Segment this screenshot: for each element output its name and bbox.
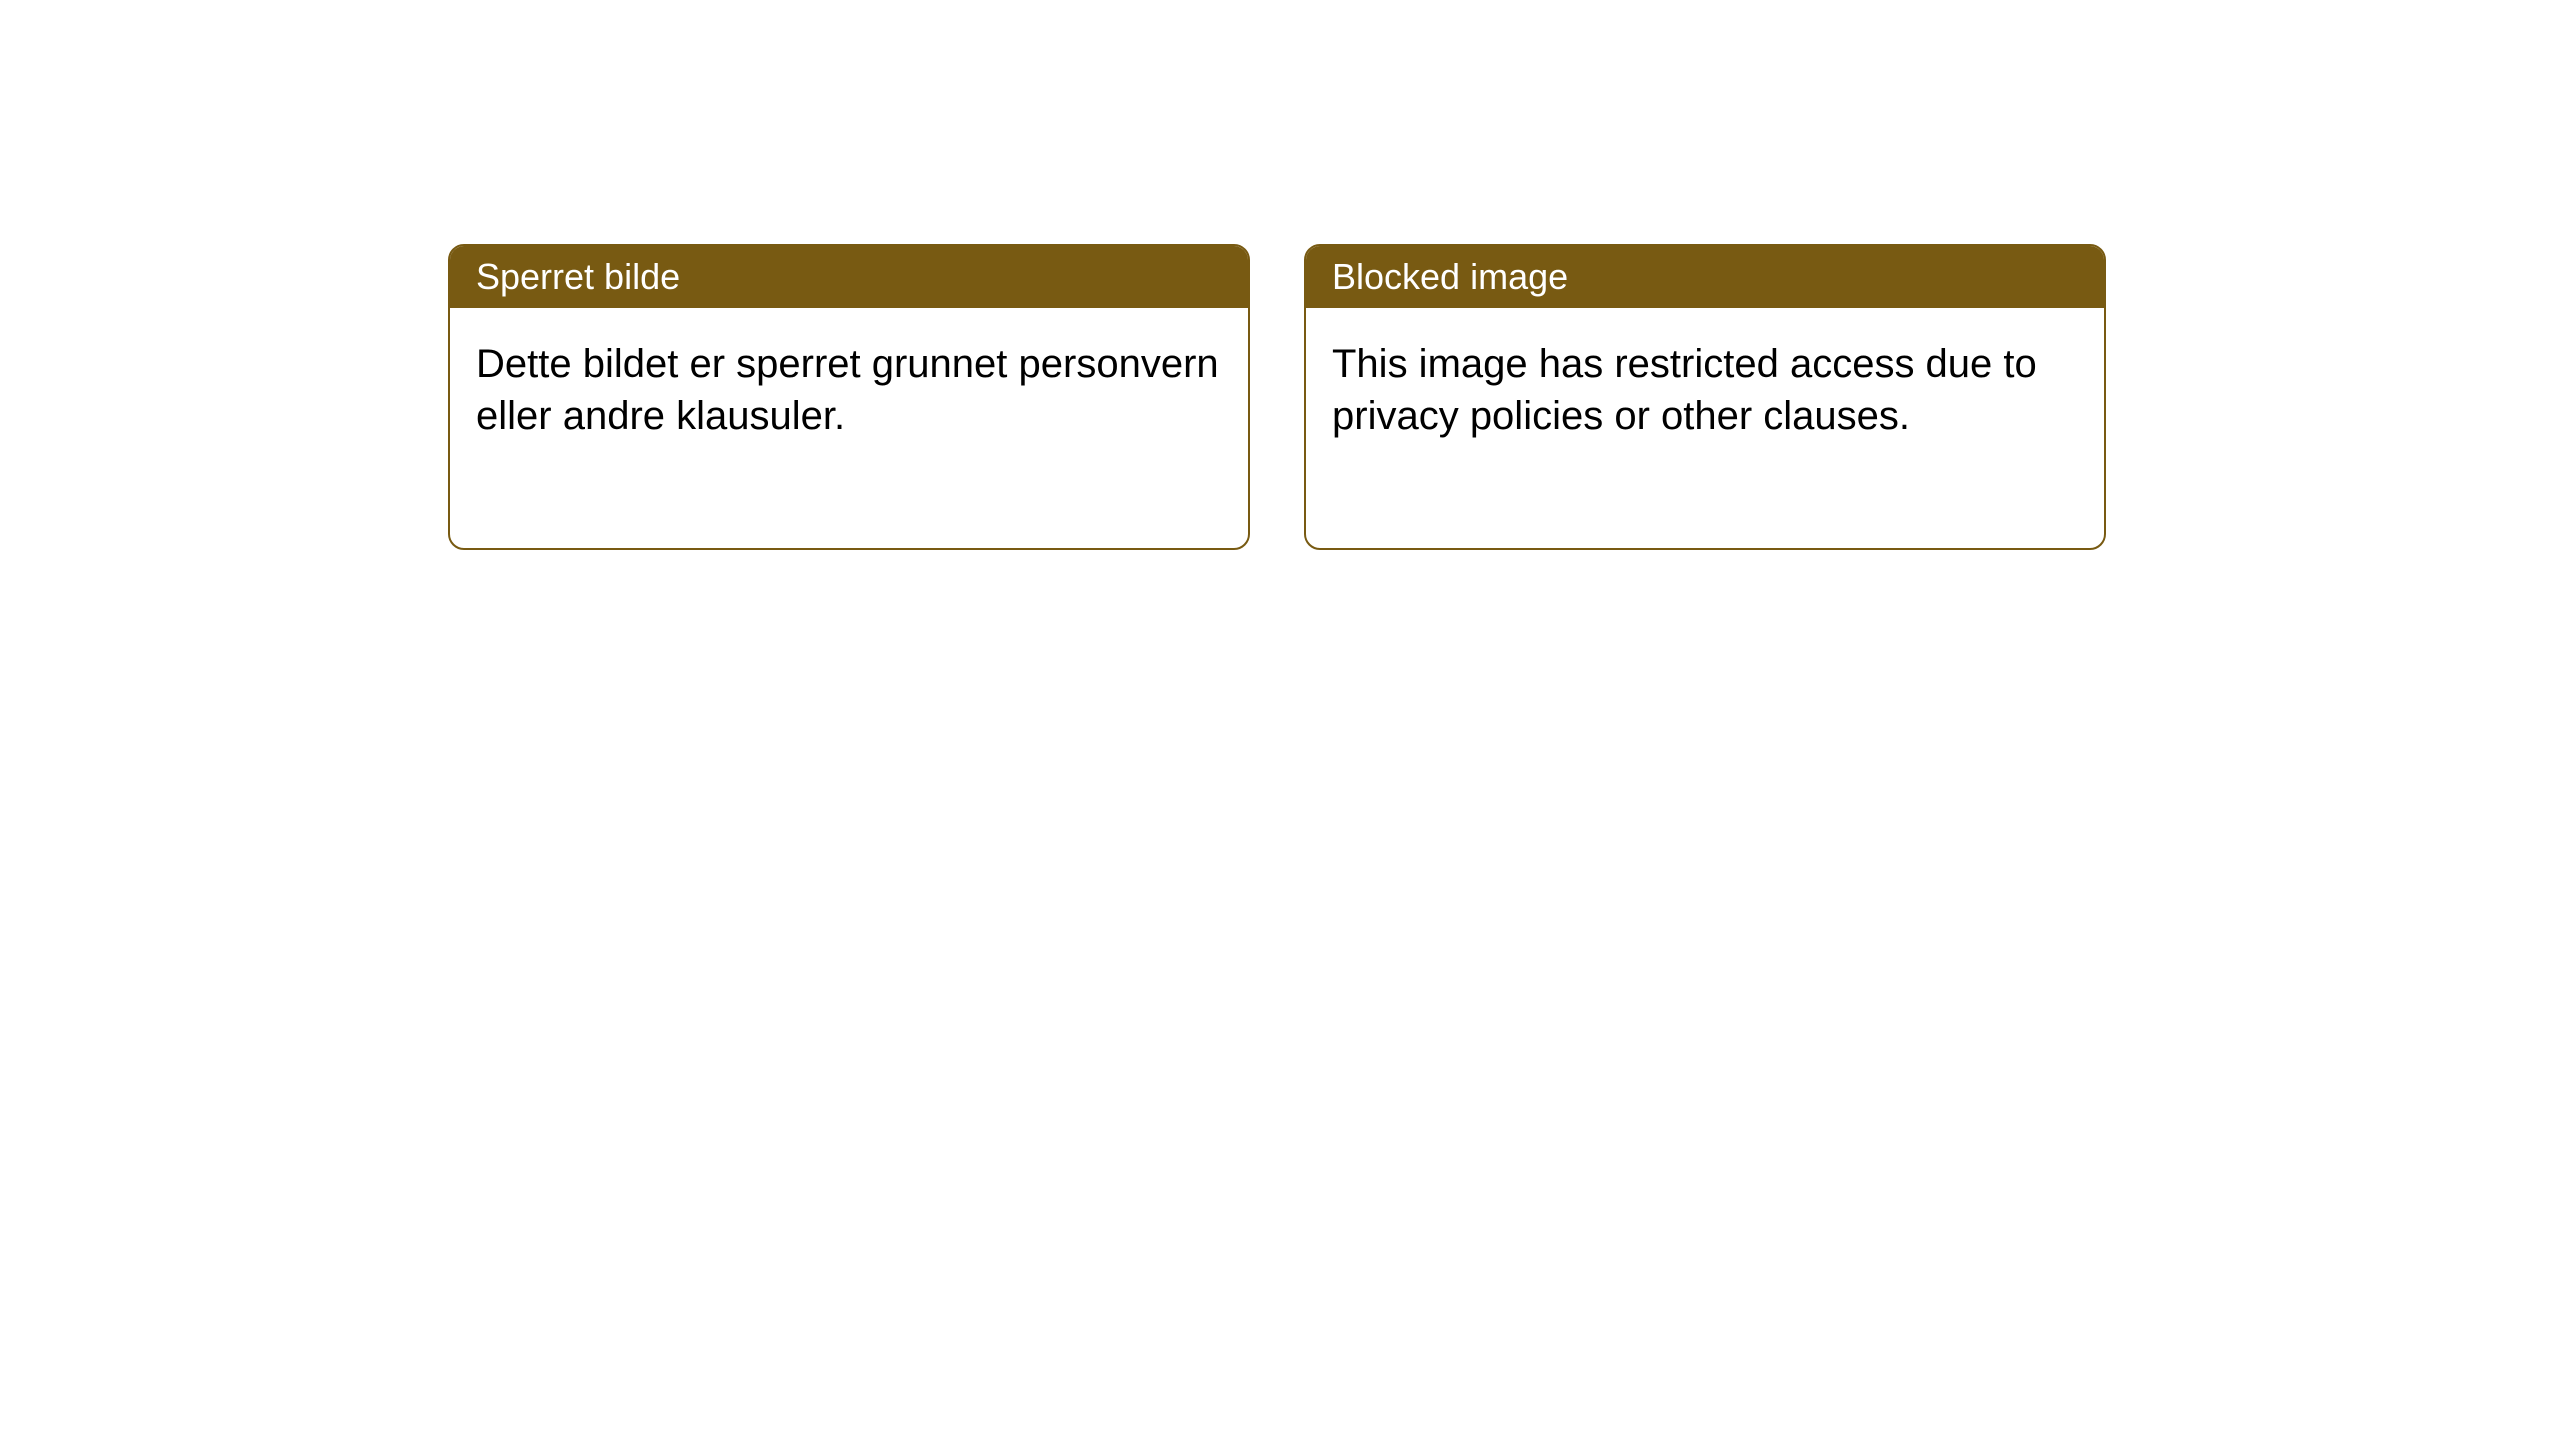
notice-card-norwegian: Sperret bilde Dette bildet er sperret gr… [448,244,1250,550]
notice-header-english: Blocked image [1306,246,2104,308]
notice-card-english: Blocked image This image has restricted … [1304,244,2106,550]
notice-body-text: Dette bildet er sperret grunnet personve… [476,342,1219,438]
notice-header-norwegian: Sperret bilde [450,246,1248,308]
notice-body-text: This image has restricted access due to … [1332,342,2037,438]
notice-body-english: This image has restricted access due to … [1306,308,2104,548]
notice-title: Sperret bilde [476,256,680,297]
notice-title: Blocked image [1332,256,1568,297]
notice-body-norwegian: Dette bildet er sperret grunnet personve… [450,308,1248,548]
notice-container: Sperret bilde Dette bildet er sperret gr… [448,244,2106,550]
